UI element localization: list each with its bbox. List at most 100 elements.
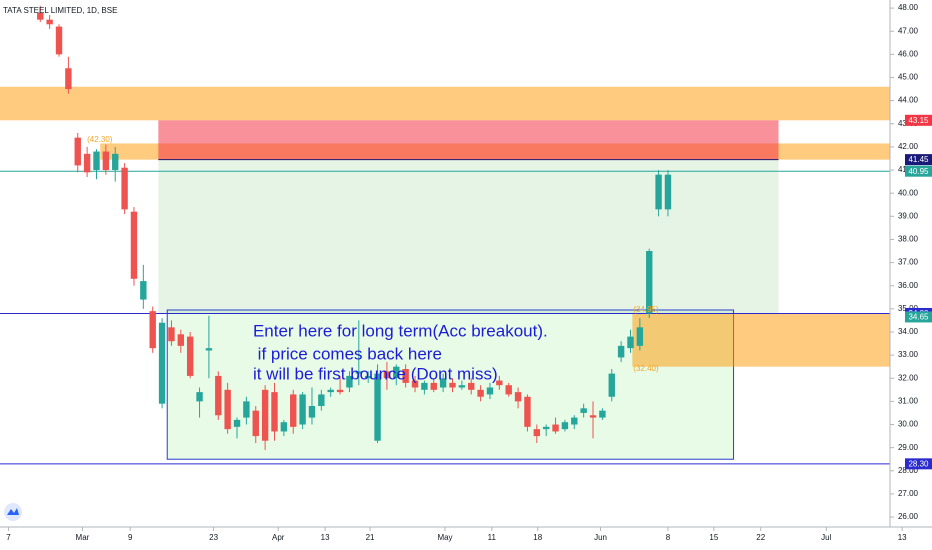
candle-body bbox=[280, 422, 288, 432]
y-tick-label: 46.00 bbox=[898, 49, 919, 58]
zone bbox=[0, 86, 890, 121]
candle-body bbox=[364, 375, 372, 379]
price-badge bbox=[905, 311, 932, 323]
candle-body bbox=[290, 394, 297, 427]
y-tick-label: 44.00 bbox=[898, 96, 919, 105]
y-tick-label: 38.00 bbox=[898, 235, 919, 244]
candle-body bbox=[524, 396, 531, 427]
candle-body bbox=[186, 336, 194, 376]
y-tick-label: 27.00 bbox=[898, 489, 919, 498]
candle-body bbox=[149, 311, 156, 349]
candle-body bbox=[477, 389, 484, 397]
annotation: (32.40) bbox=[633, 364, 659, 373]
candle-body bbox=[83, 153, 91, 173]
plot-area: (42.30) (34.95) (32.40) Enter here for long… bbox=[0, 5, 890, 465]
candle-body bbox=[430, 382, 437, 390]
candle-body bbox=[196, 392, 203, 402]
price-badge bbox=[905, 458, 932, 470]
y-tick-label: 30.00 bbox=[898, 420, 919, 429]
price-badge bbox=[905, 114, 932, 126]
y-tick-label: 47.00 bbox=[898, 26, 919, 35]
candle-body bbox=[243, 401, 250, 418]
candle-body bbox=[74, 137, 81, 166]
annotation: Enter here for long term(Acc breakout). bbox=[253, 321, 548, 340]
candle-body bbox=[542, 426, 550, 430]
y-tick-label: 40.00 bbox=[898, 188, 919, 197]
x-tick-label: Mar bbox=[76, 533, 90, 542]
price-badge bbox=[905, 165, 932, 177]
x-tick-label: 13 bbox=[898, 533, 907, 542]
candle-body bbox=[514, 392, 522, 402]
y-tick-label: 33.00 bbox=[898, 350, 919, 359]
x-tick-label: Jun bbox=[594, 533, 607, 542]
candle-body bbox=[112, 153, 119, 171]
price-axis-panel bbox=[890, 0, 932, 550]
candle-body bbox=[55, 26, 63, 55]
candle-body bbox=[224, 389, 231, 430]
y-tick-label: 45.00 bbox=[898, 73, 919, 82]
price-badge-label: 34.65 bbox=[908, 313, 929, 322]
y-tick-label: 36.00 bbox=[898, 281, 919, 290]
x-tick-label: Jul bbox=[821, 533, 831, 542]
candle-body bbox=[571, 417, 578, 425]
price-badge-label: 28.30 bbox=[908, 459, 929, 468]
candle-body bbox=[215, 375, 222, 416]
candle-body bbox=[46, 19, 53, 25]
annotation: if price comes back here bbox=[253, 345, 442, 364]
candle-body bbox=[205, 348, 213, 351]
candle-body bbox=[261, 389, 269, 441]
y-tick-label: 37.00 bbox=[898, 258, 919, 267]
candle-body bbox=[439, 378, 447, 388]
candle-body bbox=[65, 68, 72, 90]
candle-body bbox=[421, 382, 428, 390]
candle-body bbox=[93, 151, 100, 171]
x-tick-label: 21 bbox=[366, 533, 375, 542]
candle-body bbox=[336, 389, 344, 393]
axes: 26.00 27.00 28.00 29.00 30.00 31.00 32.00 33.00… bbox=[6, 3, 932, 542]
candle-body bbox=[552, 424, 559, 432]
y-tick-label: 31.00 bbox=[898, 396, 919, 405]
zone bbox=[632, 313, 890, 367]
candle-body bbox=[233, 419, 241, 427]
annotation: (42.30) bbox=[87, 135, 113, 144]
candle-body bbox=[496, 380, 503, 386]
candle-body bbox=[646, 251, 653, 314]
candle-body bbox=[580, 408, 587, 413]
candle-body bbox=[468, 382, 475, 390]
candle-body bbox=[346, 375, 353, 388]
annotation: it will be first bounce (Dont miss) bbox=[253, 364, 498, 383]
price-badge-label: 43.15 bbox=[908, 116, 929, 125]
y-tick-label: 29.00 bbox=[898, 443, 919, 452]
candle-body bbox=[168, 327, 175, 342]
price-badge-label: 41.45 bbox=[908, 155, 929, 164]
candle-body bbox=[308, 406, 316, 418]
candle-body bbox=[664, 174, 672, 210]
candle-body bbox=[374, 373, 381, 441]
x-tick-label: 23 bbox=[209, 533, 218, 542]
candle-body bbox=[327, 389, 334, 393]
candle-body bbox=[252, 410, 259, 437]
logo bbox=[4, 503, 22, 521]
candle-body bbox=[533, 429, 541, 437]
x-tick-label: 11 bbox=[488, 533, 497, 542]
candle-body bbox=[140, 281, 147, 300]
y-tick-label: 26.00 bbox=[898, 512, 919, 521]
y-tick-label: 42.00 bbox=[898, 142, 919, 151]
candle-body bbox=[299, 394, 306, 425]
candle-body bbox=[561, 422, 569, 430]
candle-body bbox=[177, 334, 185, 346]
candle-body bbox=[102, 151, 110, 171]
candle-body bbox=[158, 322, 166, 404]
candle-body bbox=[383, 371, 391, 379]
candle-body bbox=[608, 373, 615, 397]
x-tick-label: 8 bbox=[666, 533, 671, 542]
chart-title: TATA STEEL LIMITED, 1D, BSE bbox=[3, 6, 117, 15]
y-tick-label: 39.00 bbox=[898, 211, 919, 220]
zone bbox=[158, 120, 779, 160]
x-tick-label: May bbox=[437, 533, 452, 542]
candle-body bbox=[271, 392, 278, 432]
candle-body bbox=[402, 368, 409, 383]
zone bbox=[158, 159, 779, 314]
candle-body bbox=[655, 174, 662, 210]
